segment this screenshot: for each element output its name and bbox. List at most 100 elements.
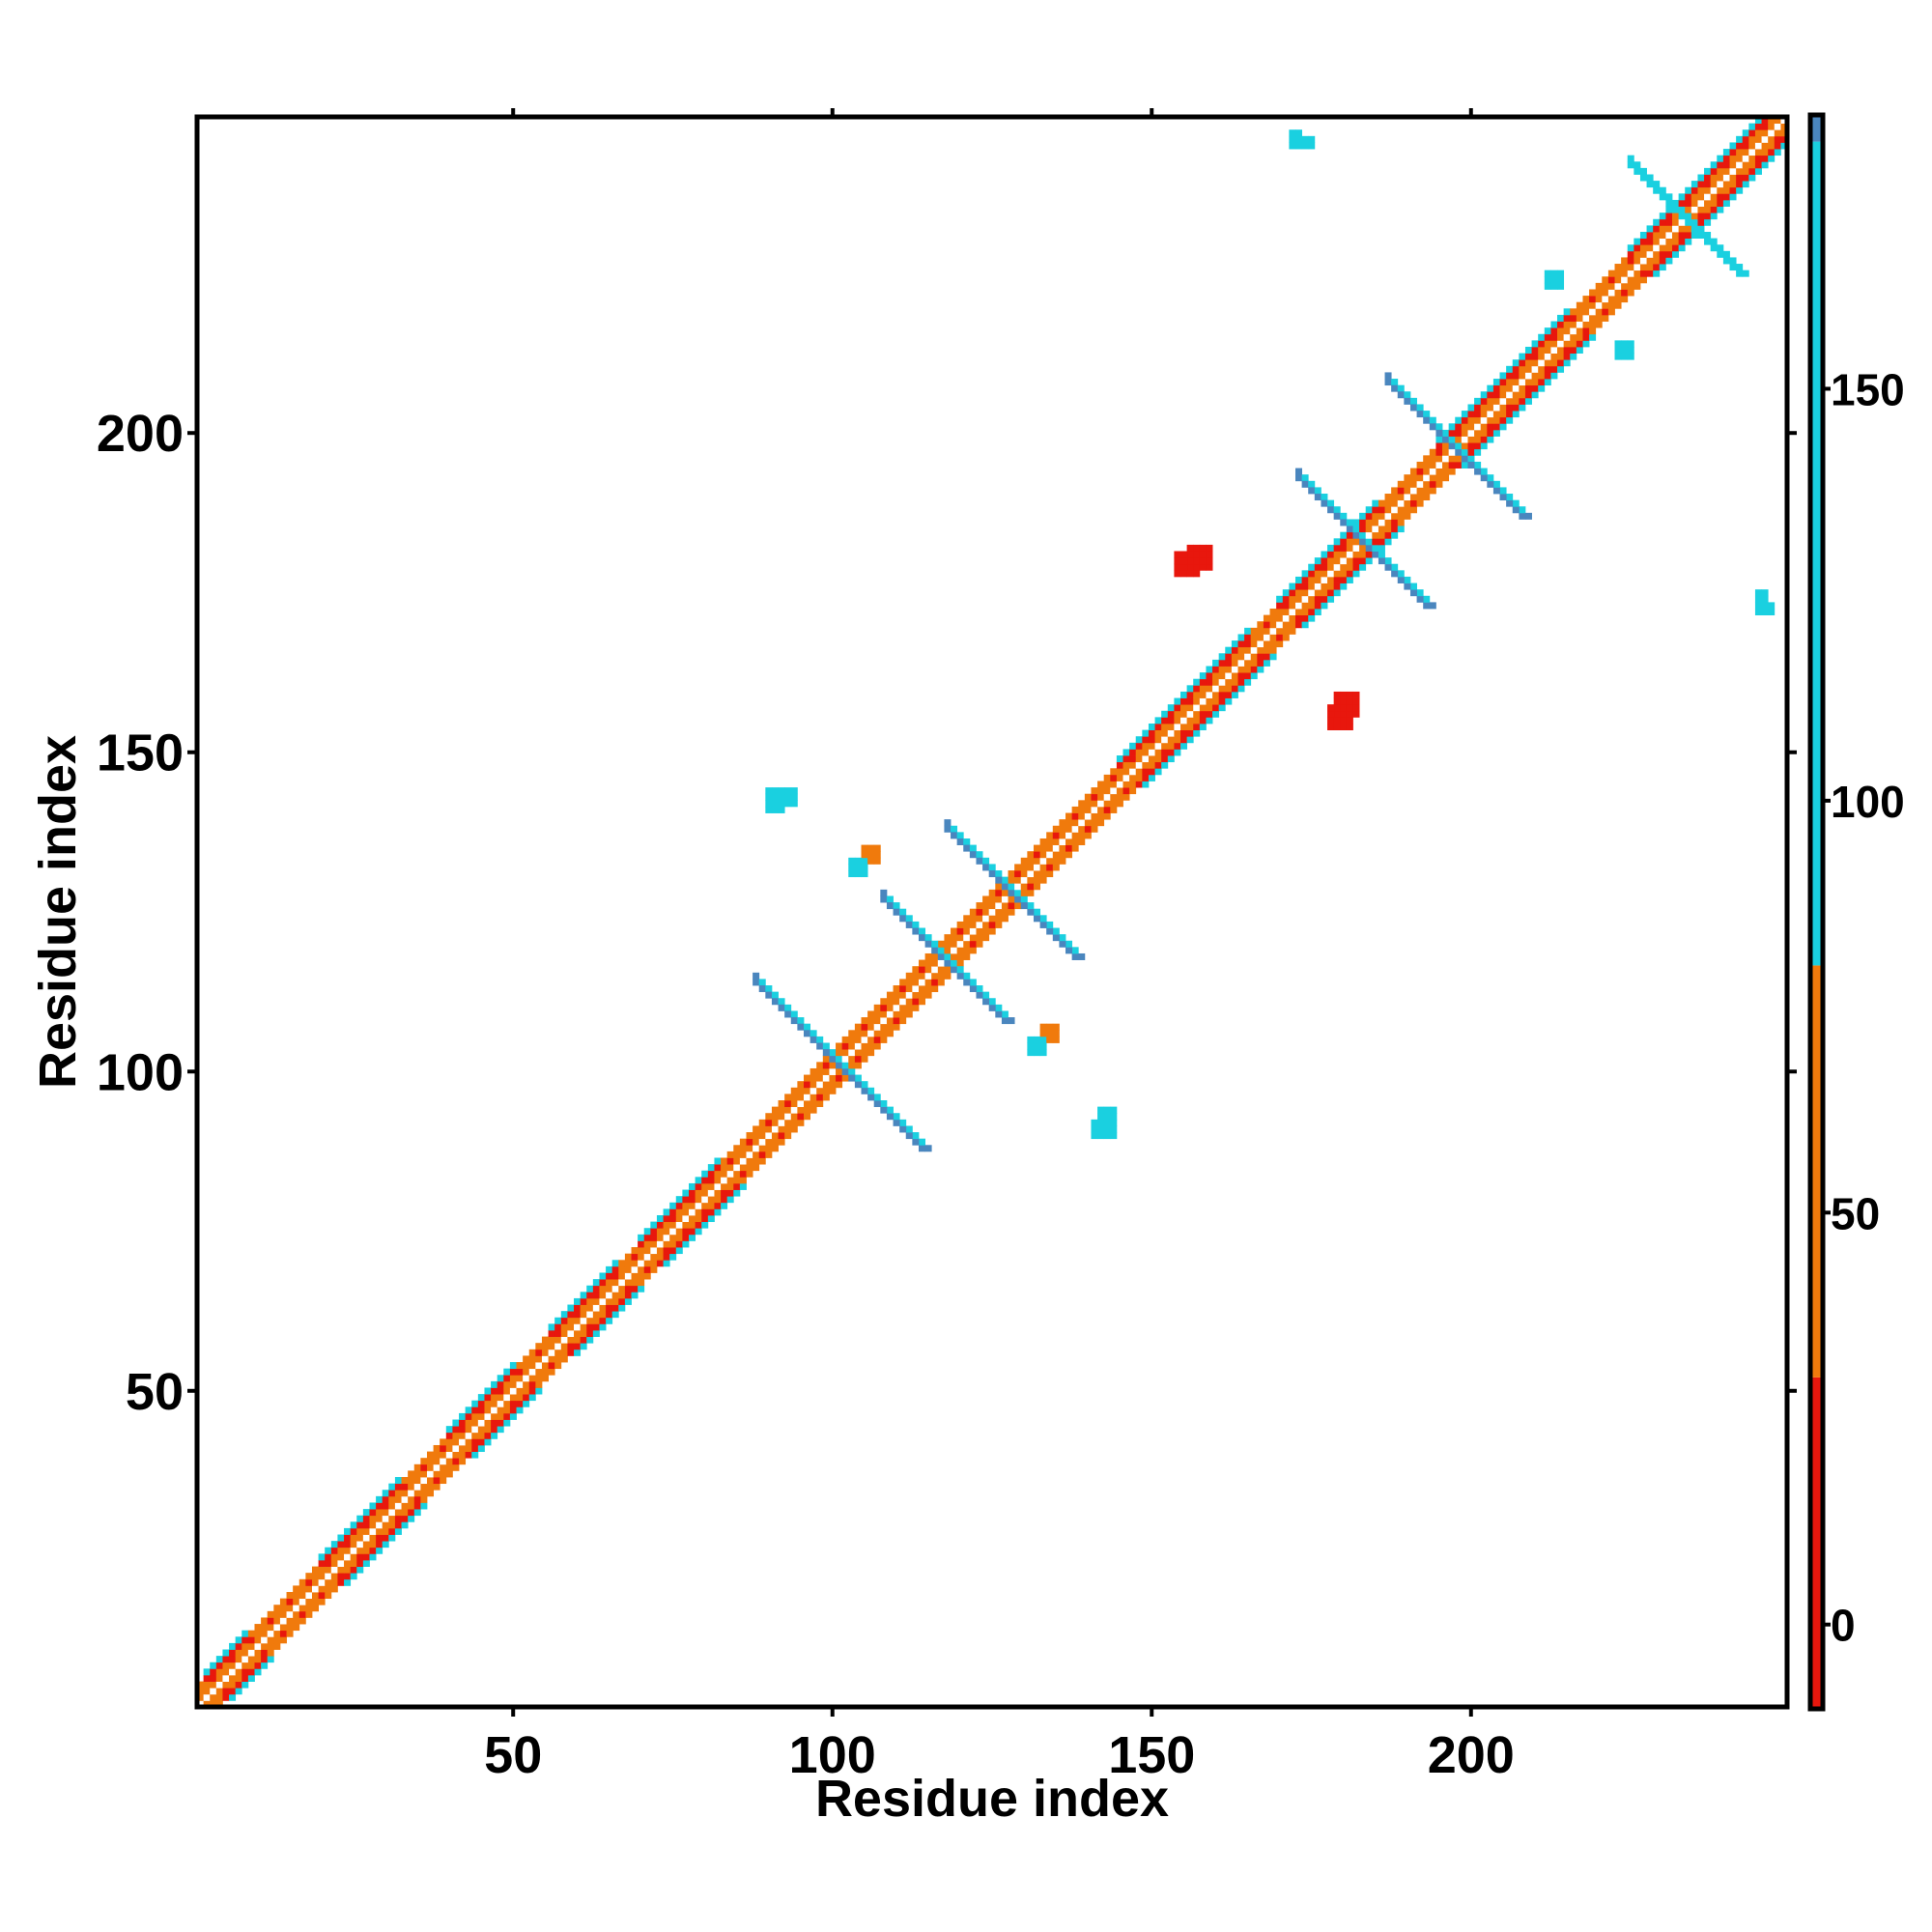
heatmap-cell (1550, 353, 1558, 360)
heatmap-cell (606, 1279, 613, 1287)
colorbar (1812, 117, 1821, 1707)
heatmap-cell (631, 1265, 639, 1273)
heatmap-cell (1416, 468, 1424, 475)
heatmap-cell (298, 1592, 306, 1600)
heatmap-cell (1639, 174, 1647, 182)
heatmap-cell (848, 864, 856, 871)
heatmap-cell (1467, 442, 1475, 450)
heatmap-cell (305, 1585, 313, 1593)
heatmap-cell (267, 1630, 274, 1637)
heatmap-cell (669, 1240, 677, 1248)
heatmap-cell (1384, 526, 1392, 533)
heatmap-cell (1487, 411, 1494, 418)
heatmap-cell (753, 972, 760, 980)
x-axis-ticks: 50 100 150 200 (484, 108, 1515, 1784)
heatmap-cell (337, 1553, 345, 1561)
heatmap-cell (790, 1100, 798, 1108)
heatmap-cell (1046, 864, 1054, 871)
heatmap-cell (1046, 870, 1054, 878)
heatmap-cell (1059, 825, 1066, 833)
heatmap-cell (229, 1662, 237, 1669)
heatmap-cell (560, 1343, 568, 1350)
heatmap-cell (765, 800, 773, 808)
heatmap-cell (1378, 506, 1385, 514)
heatmap-cell (1665, 225, 1673, 233)
heatmap-cell (988, 889, 996, 896)
heatmap-cell (969, 927, 977, 935)
heatmap-cell (873, 844, 881, 852)
heatmap-cell (803, 1074, 810, 1082)
heatmap-cell (1282, 595, 1290, 603)
heatmap-cell (1052, 832, 1060, 839)
heatmap-cell (873, 857, 881, 865)
heatmap-cell (1046, 851, 1054, 859)
heatmap-cell (1352, 697, 1360, 705)
heatmap-cell (459, 1419, 467, 1427)
heatmap-cell (1135, 755, 1143, 763)
heatmap-cell (995, 870, 1003, 878)
heatmap-cell (1748, 161, 1756, 169)
heatmap-cell (1614, 276, 1622, 284)
heatmap-cell (433, 1483, 440, 1491)
heatmap-cell (631, 1272, 639, 1280)
heatmap-cell (1180, 729, 1188, 737)
heatmap-cell (1416, 499, 1424, 507)
heatmap-cell (1142, 774, 1150, 781)
heatmap-cell (1027, 1042, 1035, 1050)
heatmap-cell (1059, 832, 1066, 839)
heatmap-cell (523, 1362, 530, 1370)
heatmap-cell (567, 1323, 575, 1331)
heatmap-cell (1346, 519, 1353, 526)
heatmap-cell (388, 1495, 396, 1503)
heatmap-cell (765, 1138, 773, 1146)
heatmap-cell (574, 1297, 582, 1305)
heatmap-cell (1512, 506, 1520, 514)
heatmap-cell (267, 1610, 274, 1618)
heatmap-cell (1161, 755, 1169, 763)
heatmap-cell (1039, 876, 1047, 884)
heatmap-cell (778, 1119, 785, 1126)
heatmap-cell (733, 1157, 741, 1165)
heatmap-cell (286, 1624, 294, 1632)
heatmap-cell (535, 1375, 543, 1382)
heatmap-cell (1033, 1036, 1040, 1043)
heatmap-cell (1008, 1017, 1015, 1025)
heatmap-cell (459, 1444, 467, 1452)
heatmap-cell (1722, 193, 1730, 201)
heatmap-cell (509, 1362, 517, 1370)
heatmap-cell (1690, 181, 1698, 188)
heatmap-cell (1467, 455, 1475, 463)
heatmap-cell (1359, 531, 1367, 539)
heatmap-cell (1161, 729, 1169, 737)
heatmap-cell (1519, 359, 1526, 367)
heatmap-cell (1110, 793, 1118, 801)
heatmap-cell (541, 1362, 549, 1370)
heatmap-cell (325, 1573, 332, 1580)
heatmap-cell (1665, 244, 1673, 252)
heatmap-cell (1761, 149, 1769, 156)
heatmap-cell (1142, 749, 1150, 756)
heatmap-cell (867, 1036, 875, 1043)
heatmap-cell (829, 1087, 837, 1094)
heatmap-cell (1722, 199, 1730, 207)
heatmap-cell (1206, 691, 1213, 698)
heatmap-cell (1480, 436, 1488, 443)
heatmap-cell (1008, 902, 1015, 910)
heatmap-cell (1487, 416, 1494, 424)
heatmap-cell (1352, 526, 1360, 533)
heatmap-cell (797, 1119, 805, 1126)
heatmap-cell (459, 1426, 467, 1434)
heatmap-cell (1116, 781, 1123, 788)
heatmap-cell (261, 1630, 269, 1637)
heatmap-cell (1506, 372, 1514, 380)
heatmap-cell (1455, 461, 1463, 469)
heatmap-cell (497, 1426, 504, 1434)
heatmap-cell (1097, 819, 1105, 827)
heatmap-cell (880, 998, 888, 1006)
heatmap-cell (912, 1138, 920, 1146)
heatmap-cell (1212, 691, 1220, 698)
heatmap-cell (618, 1285, 626, 1293)
heatmap-cell (1301, 570, 1309, 578)
heatmap-cell (1206, 697, 1213, 705)
heatmap-cell (1154, 742, 1162, 750)
